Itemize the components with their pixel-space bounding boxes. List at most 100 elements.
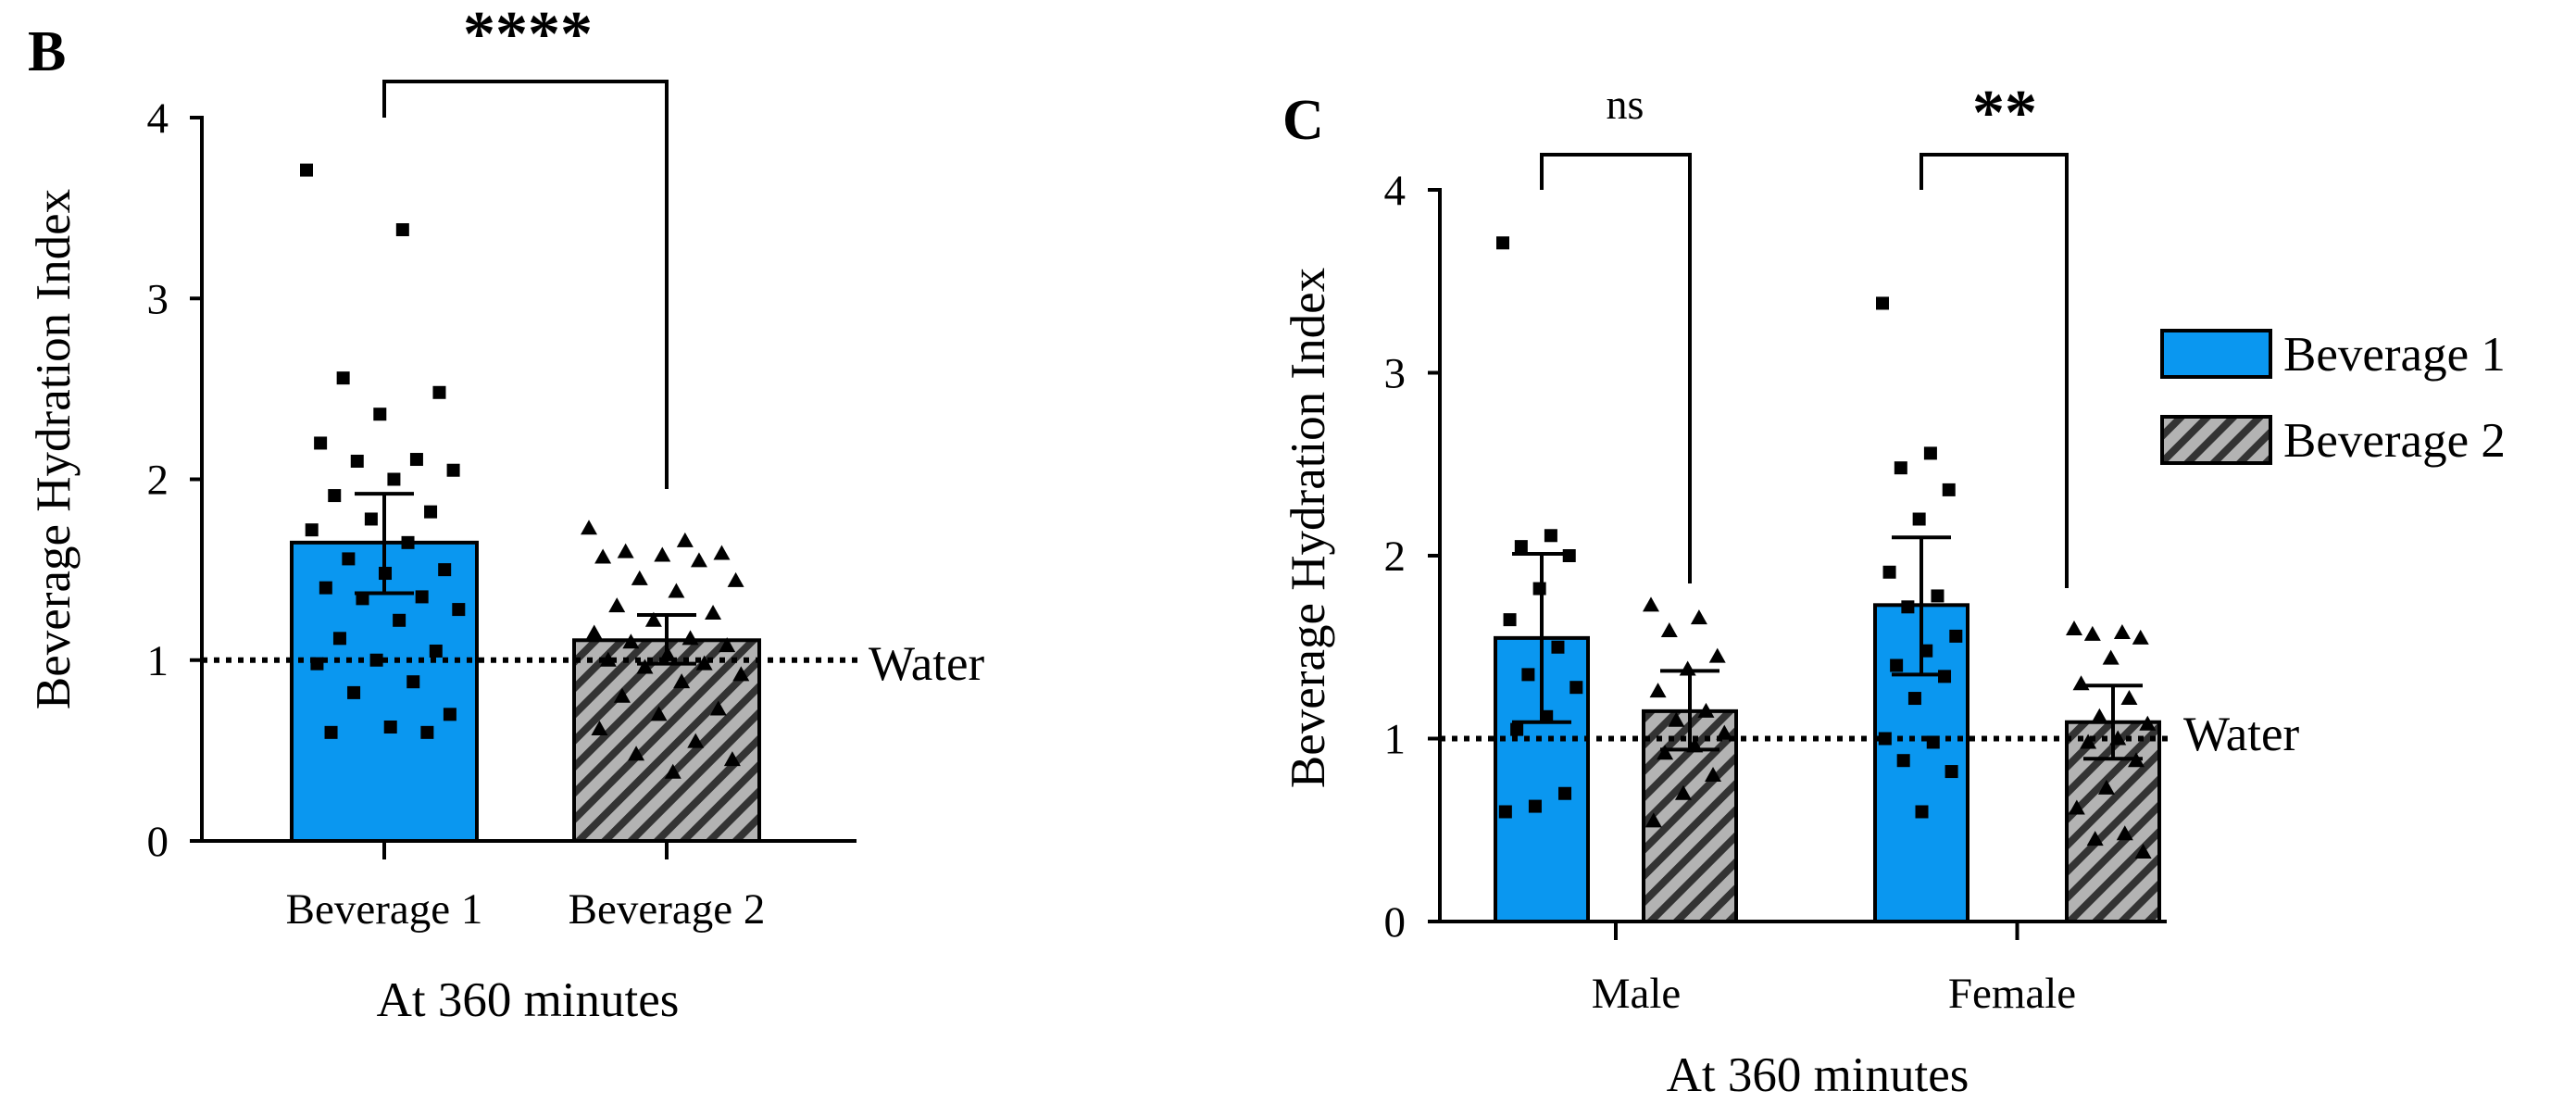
panel-c-point-female-beverage-2-13	[2068, 799, 2085, 815]
panel-b-category-label-beverage-2: Beverage 2	[569, 885, 766, 934]
panel-b-point-beverage-1-beverage-1-0	[300, 163, 313, 177]
panel-c-x-axis-title: At 360 minutes	[1667, 1048, 1970, 1102]
panel-c-point-female-beverage-1-9	[1919, 644, 1933, 658]
panel-b-point-beverage-1-beverage-1-22	[393, 613, 406, 627]
panel-b-significance-bracket-0	[382, 80, 669, 489]
panel-c-point-male-beverage-1-2	[1514, 540, 1528, 554]
panel-c-point-male-beverage-2-11	[1705, 767, 1722, 782]
panel-c-point-female-beverage-2-1	[2113, 623, 2131, 639]
panel-b-point-beverage-1-beverage-2-28	[628, 746, 645, 761]
panel-b-point-beverage-1-beverage-2-3	[713, 545, 731, 560]
panel-c-point-female-beverage-1-8	[1949, 629, 1963, 643]
panel-b-point-beverage-1-beverage-2-1	[676, 532, 694, 547]
panel-b-point-beverage-1-beverage-2-4	[654, 546, 671, 562]
panel-b-bar-beverage-1-beverage-2	[572, 638, 761, 844]
panel-b-point-beverage-1-beverage-1-1	[395, 223, 409, 237]
panel-b-point-beverage-1-beverage-2-16	[719, 637, 736, 653]
panel-c-axes: 0 1 2 3 4	[1384, 153, 2167, 947]
panel-b-point-beverage-1-beverage-2-10	[608, 597, 626, 613]
panel-b-point-beverage-1-beverage-2-8	[727, 571, 744, 587]
panel-c-data	[1440, 236, 2171, 923]
panel-c-point-female-beverage-1-5	[1882, 565, 1896, 579]
panel-c-significance-bracket-1	[1919, 153, 2069, 588]
panel-b-point-beverage-1-beverage-1-31	[324, 725, 338, 739]
panel-b-point-beverage-1-beverage-1-12	[364, 512, 378, 526]
panel-b-point-beverage-1-beverage-2-29	[723, 751, 741, 767]
panel-c-point-female-beverage-1-6	[1931, 589, 1945, 603]
panel-b-point-beverage-1-beverage-2-26	[591, 720, 608, 735]
panel-c-point-female-beverage-1-16	[1945, 765, 1958, 779]
panel-c-point-female-beverage-2-7	[2091, 708, 2108, 723]
panel-c-point-male-beverage-1-8	[1569, 681, 1583, 695]
panel-b-y-tick-label-1: 1	[147, 637, 169, 685]
panel-c-point-female-beverage-1-1	[1923, 446, 1937, 460]
panel-c-category-label-female: Female	[1948, 970, 2076, 1018]
panel-c-y-tick-label-3: 3	[1384, 350, 1407, 398]
panel-c-point-male-beverage-2-5	[1649, 683, 1667, 698]
panel-letter-c: C	[1282, 89, 1324, 152]
panel-c-point-male-beverage-2-0	[1643, 596, 1659, 612]
panel-c-point-female-beverage-2-14	[2116, 825, 2133, 841]
panel-c-point-female-beverage-1-12	[1907, 692, 1921, 706]
panel-c-point-female-beverage-2-16	[2134, 843, 2152, 859]
panel-b-point-beverage-1-beverage-1-11	[424, 505, 438, 519]
panel-b-point-beverage-1-beverage-2-25	[650, 706, 668, 721]
panel-b-point-beverage-1-beverage-2-19	[695, 655, 713, 671]
panel-c-point-male-beverage-1-7	[1521, 668, 1535, 682]
panel-b-point-beverage-1-beverage-1-27	[406, 675, 420, 689]
panel-b-point-beverage-1-beverage-1-23	[332, 632, 346, 646]
panel-b: B 0 1 2 3 4 Beverage Hydration Index At 360 …	[27, 0, 985, 1027]
panel-b-water-label: Water	[869, 637, 985, 691]
panel-c-point-male-beverage-1-0	[1496, 236, 1509, 250]
panel-c-point-female-beverage-1-15	[1896, 754, 1910, 768]
panel-b-point-beverage-1-beverage-1-32	[420, 725, 434, 739]
panel-b-point-beverage-1-beverage-1-17	[379, 567, 393, 581]
panel-b-point-beverage-1-beverage-2-2	[617, 543, 634, 558]
panel-b-point-beverage-1-beverage-1-3	[432, 385, 446, 399]
panel-c-point-female-beverage-1-7	[1901, 600, 1915, 614]
panel-b-y-tick-label-2: 2	[147, 457, 169, 505]
legend-label-beverage-1: Beverage 1	[2283, 328, 2506, 382]
panel-b-point-beverage-1-beverage-1-30	[383, 720, 397, 734]
panel-c-point-female-beverage-2-6	[2120, 690, 2138, 706]
panel-c-point-male-beverage-1-4	[1532, 582, 1546, 596]
panel-c-point-male-beverage-1-10	[1510, 722, 1524, 736]
panel-c-y-axis-title: Beverage Hydration Index	[1282, 268, 1335, 788]
panel-c-y-tick-label-4: 4	[1384, 167, 1407, 215]
panel-c-point-male-beverage-1-12	[1528, 799, 1542, 813]
panel-c-point-male-beverage-2-9	[1686, 737, 1704, 753]
panel-c-y-tick-label-0: 0	[1384, 898, 1407, 947]
panel-c-point-female-beverage-2-12	[2097, 779, 2115, 795]
panel-c-point-female-beverage-1-3	[1942, 483, 1956, 496]
panel-c: C 0 1 2 3 4 Beverage Hydration Index At 360 …	[1282, 78, 2300, 1102]
panel-b-point-beverage-1-beverage-2-0	[581, 520, 597, 535]
panel-b-point-beverage-1-beverage-2-27	[687, 733, 705, 748]
panel-b-category-label-beverage-1: Beverage 1	[286, 885, 483, 934]
panel-c-category-label-male: Male	[1592, 970, 1682, 1018]
panel-c-point-male-beverage-2-10	[1657, 745, 1674, 760]
panel-b-point-beverage-1-beverage-1-20	[356, 592, 369, 606]
panel-b-x-axis-title: At 360 minutes	[377, 973, 680, 1027]
panel-b-point-beverage-1-beverage-2-7	[631, 570, 648, 585]
panel-c-point-female-beverage-1-2	[1894, 461, 1907, 475]
panel-b-point-beverage-1-beverage-1-18	[319, 581, 332, 595]
panel-b-point-beverage-1-beverage-2-14	[682, 630, 699, 646]
panel-b-y-axis-title: Beverage Hydration Index	[27, 189, 81, 709]
panel-c-point-male-beverage-2-12	[1674, 784, 1692, 800]
panel-b-point-beverage-1-beverage-2-23	[613, 687, 631, 703]
panel-b-point-beverage-1-beverage-2-6	[690, 552, 707, 568]
panel-c-y-tick-label-2: 2	[1384, 533, 1407, 581]
panel-b-data	[202, 163, 861, 844]
panel-c-point-female-beverage-2-5	[2072, 675, 2090, 691]
legend: Beverage 1 Beverage 2	[2160, 328, 2506, 468]
panel-b-point-beverage-1-beverage-1-10	[328, 489, 342, 503]
panel-b-y-tick-label-4: 4	[147, 94, 169, 143]
panel-c-point-female-beverage-1-10	[1890, 658, 1904, 672]
panel-b-point-beverage-1-beverage-2-24	[709, 700, 727, 716]
panel-b-point-beverage-1-beverage-2-9	[668, 583, 685, 598]
panel-b-point-beverage-1-beverage-1-5	[314, 436, 328, 450]
panel-b-point-beverage-1-beverage-1-6	[409, 453, 423, 467]
panel-c-point-male-beverage-2-2	[1660, 621, 1678, 637]
panel-c-point-female-beverage-1-11	[1938, 670, 1952, 683]
panel-b-y-tick-label-0: 0	[147, 818, 169, 866]
